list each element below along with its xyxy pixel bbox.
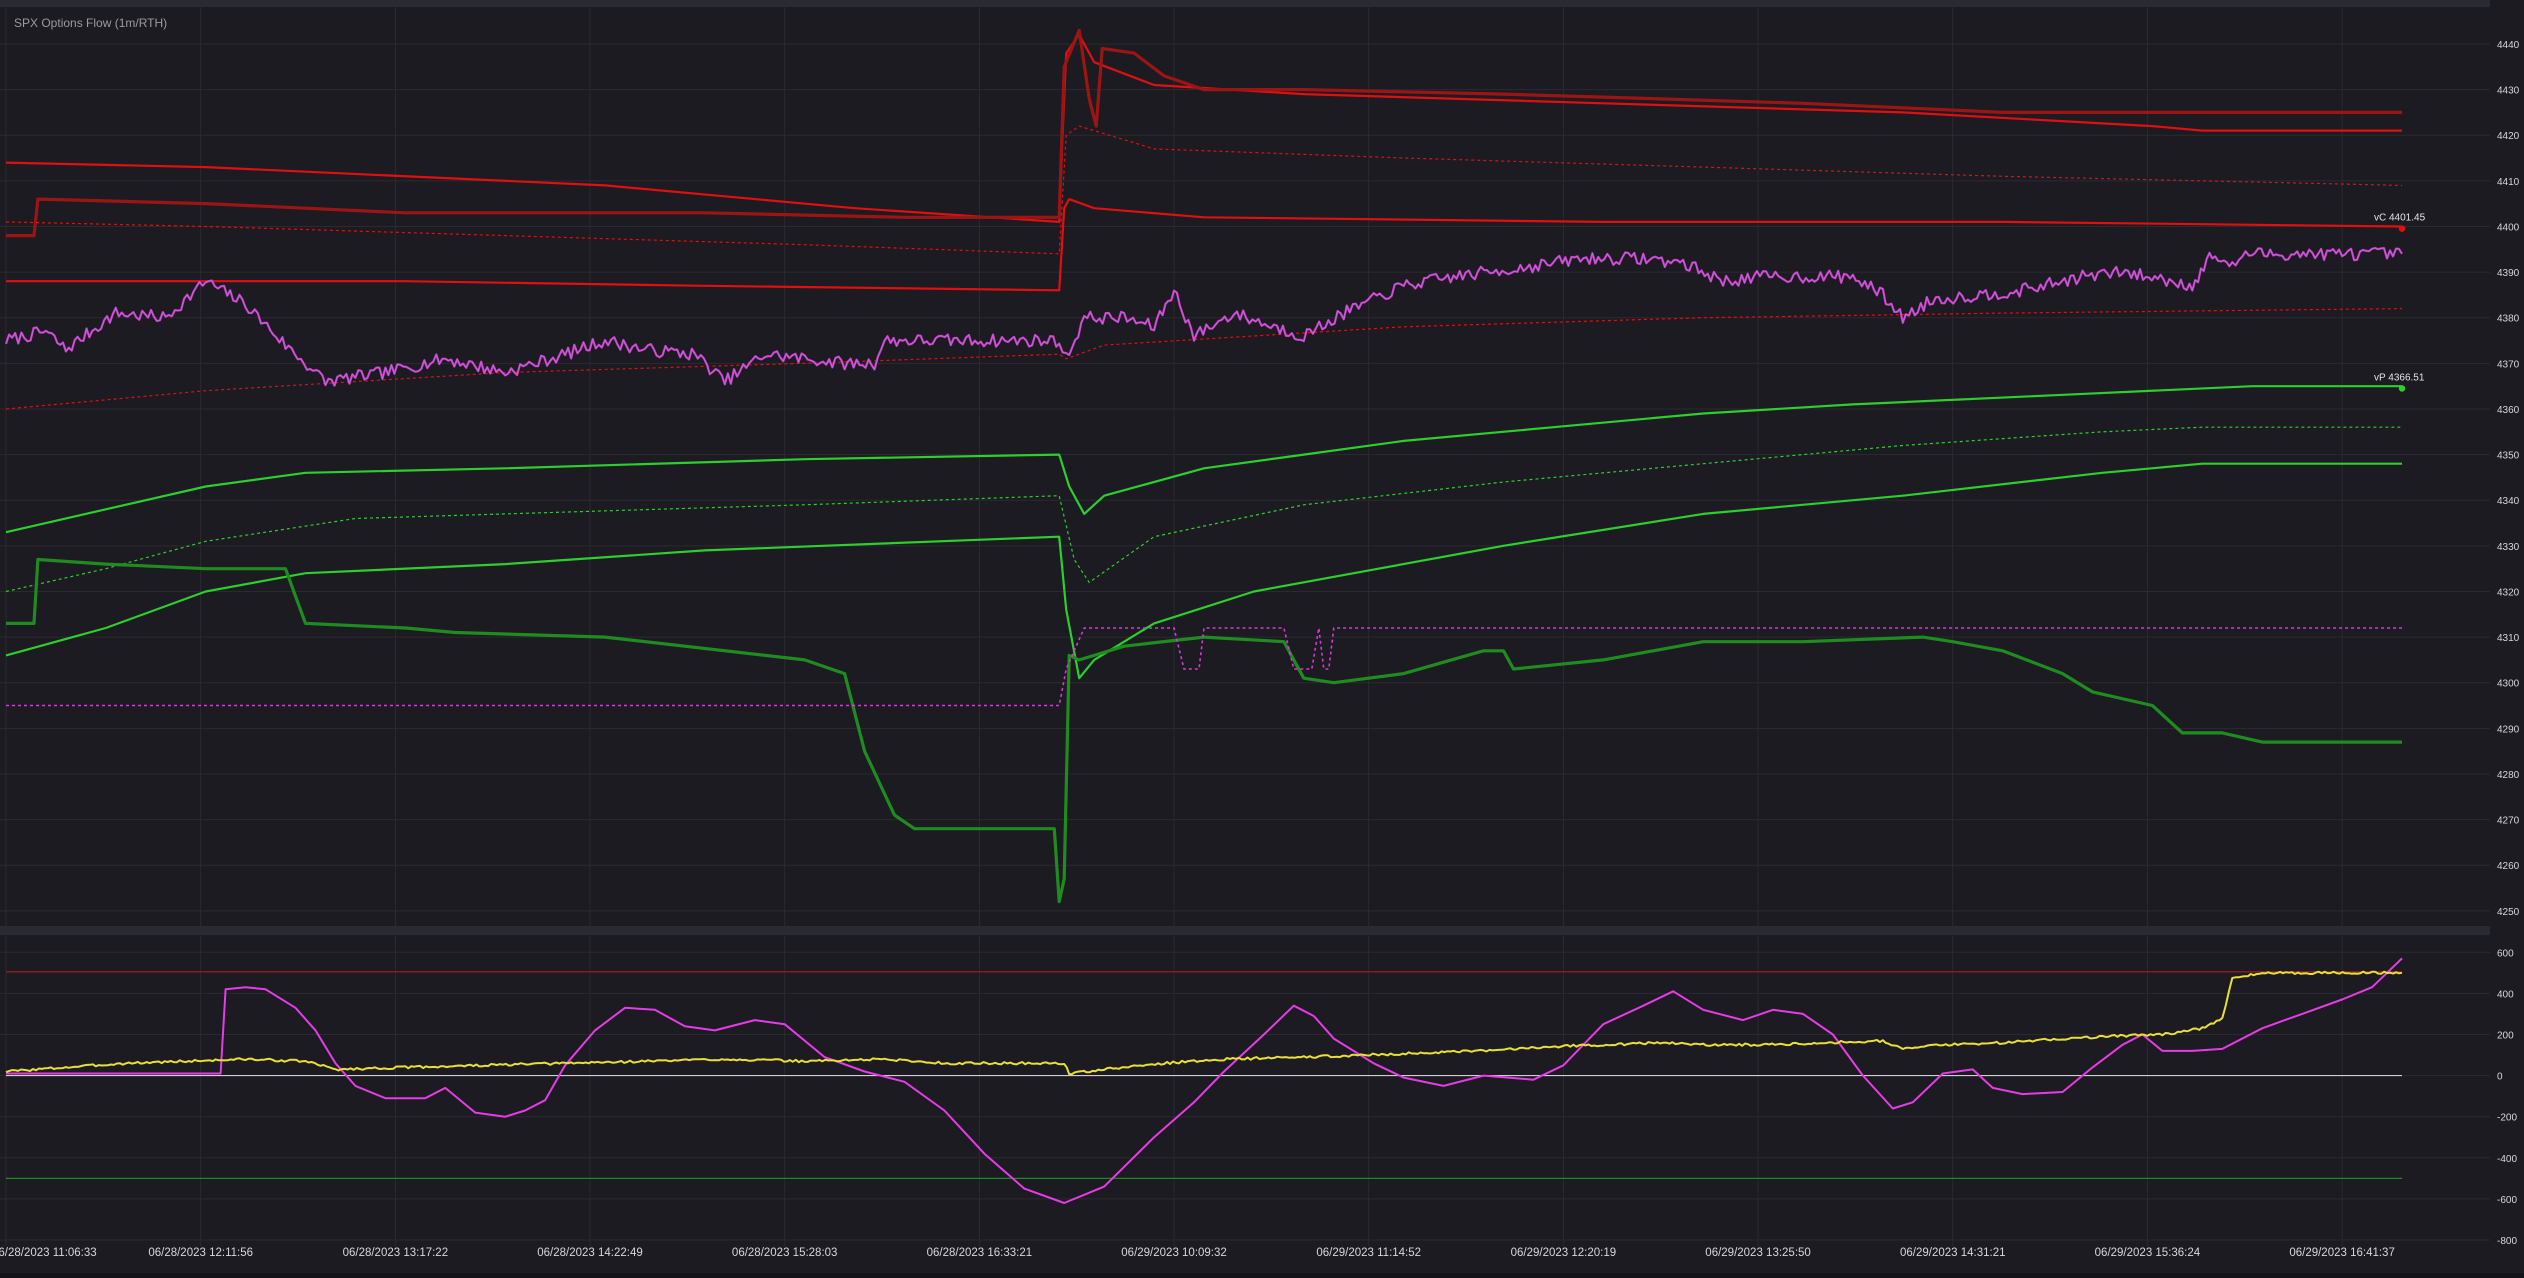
label-layer: vC 4401.45 vP 4366.51	[2374, 213, 2426, 392]
endpoint-label: vP 4366.51	[2374, 372, 2425, 383]
y-tick-label: -600	[2497, 1195, 2517, 1206]
y-tick-label: 4410	[2497, 177, 2520, 188]
y-tick-label: 200	[2497, 1030, 2514, 1041]
y-tick-label: 4340	[2497, 496, 2520, 507]
series-line-red_dotted_1	[5, 125, 2403, 255]
x-tick-label: 06/29/2023 10:09:32	[1121, 1247, 1227, 1259]
series-line-green_main	[5, 385, 2402, 534]
x-tick-label: 06/28/2023 14:22:49	[537, 1247, 643, 1259]
series-line-yellow_flow	[5, 970, 2403, 1076]
y-tick-label: 0	[2497, 1072, 2503, 1083]
y-tick-label: 4380	[2497, 314, 2520, 325]
y-tick-label: 4260	[2497, 861, 2520, 872]
series-line-red_upper	[5, 33, 2402, 223]
series-layer	[4, 28, 2403, 1204]
y-tick-label: 4270	[2497, 816, 2520, 827]
y-tick-label: 4400	[2497, 222, 2520, 233]
series-line-magenta_dotted	[6, 627, 2402, 707]
series-line-oscillator	[6, 957, 2403, 1204]
y-tick-label: -800	[2497, 1236, 2517, 1247]
y-tick-label: 4310	[2497, 633, 2520, 644]
panel-divider	[0, 926, 2490, 935]
reference-lines	[6, 971, 2402, 1179]
y-tick-label: 4320	[2497, 587, 2520, 598]
y-tick-label: -200	[2497, 1113, 2517, 1124]
y-tick-label: 4280	[2497, 770, 2520, 781]
y-tick-label: 4420	[2497, 131, 2520, 142]
y-tick-label: 4430	[2497, 86, 2520, 97]
right-axis-strip	[2490, 0, 2524, 1273]
x-tick-label: 06/29/2023 12:20:19	[1511, 1247, 1617, 1259]
y-tick-label: 4330	[2497, 542, 2520, 553]
endpoint-dot	[2398, 385, 2406, 392]
y-tick-label: -400	[2497, 1154, 2517, 1165]
y-tick-label: 400	[2497, 989, 2514, 1000]
endpoint-label: vC 4401.45	[2374, 213, 2426, 224]
x-tick-label: 06/29/2023 14:31:21	[1900, 1247, 2006, 1259]
x-tick-label: 06/29/2023 11:14:52	[1316, 1247, 1421, 1259]
series-line-red_vc	[6, 198, 2403, 292]
x-tick-label: 06/28/2023 16:33:21	[927, 1247, 1033, 1259]
y-tick-label: 4300	[2497, 679, 2520, 690]
series-line-red_dotted_2	[5, 308, 2403, 410]
x-tick-label: 06/29/2023 15:36:24	[2095, 1247, 2201, 1259]
x-tick-label: 06/29/2023 16:41:37	[2289, 1247, 2395, 1259]
y-tick-label: 600	[2497, 948, 2514, 959]
y-tick-label: 4390	[2497, 268, 2520, 279]
series-line-red_dark_band	[6, 28, 2402, 238]
series-line-green_dark_band	[6, 557, 2402, 904]
x-tick-label: 06/28/2023 15:28:03	[732, 1247, 838, 1259]
top-header-strip	[0, 0, 2524, 7]
series-line-green_vp	[5, 462, 2402, 680]
y-tick-label: 4290	[2497, 724, 2520, 735]
chart-title: SPX Options Flow (1m/RTH)	[14, 16, 167, 30]
x-tick-label: 06/29/2023 13:25:50	[1705, 1247, 1811, 1259]
y-tick-label: 4350	[2497, 451, 2520, 462]
grid-layer	[0, 6, 2490, 1246]
series-line-green_dotted	[5, 426, 2402, 593]
endpoint-dot	[2398, 225, 2406, 232]
series-line-spx_price-edge	[5, 247, 2403, 387]
axis-layer: 4250 4260 4270 4280 4290 4300 4310 4320 4330 4340…	[0, 40, 2520, 1259]
x-tick-label: 06/28/2023 11:06:33	[0, 1247, 97, 1259]
x-tick-label: 06/28/2023 13:17:22	[343, 1247, 449, 1259]
y-tick-label: 4250	[2497, 907, 2520, 918]
y-tick-label: 4370	[2497, 359, 2520, 370]
y-tick-label: 4360	[2497, 405, 2520, 416]
y-tick-label: 4440	[2497, 40, 2520, 51]
x-tick-label: 06/28/2023 12:11:56	[148, 1247, 253, 1259]
